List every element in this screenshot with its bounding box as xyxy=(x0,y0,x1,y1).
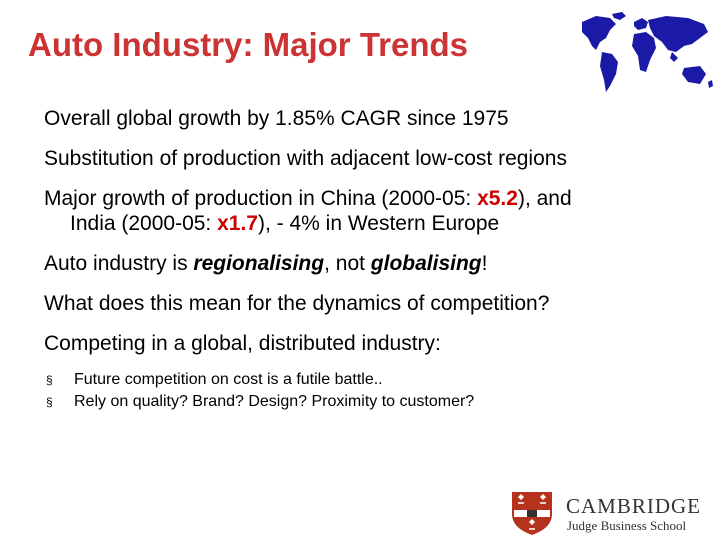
logo-subtitle: Judge Business School xyxy=(567,518,687,533)
point-china-india-growth: Major growth of production in China (200… xyxy=(44,187,572,235)
point-global-growth: Overall global growth by 1.85% CAGR sinc… xyxy=(44,107,509,130)
sub-bullet-list: § Future competition on cost is a futile … xyxy=(44,369,684,413)
slide-title: Auto Industry: Major Trends xyxy=(28,26,469,63)
sub-point: § Future competition on cost is a futile … xyxy=(44,369,684,391)
cambridge-logo: CAMBRIDGE Judge Business School xyxy=(510,490,720,536)
square-bullet-icon: § xyxy=(46,373,53,387)
cambridge-crest-icon xyxy=(512,492,552,535)
logo-name: CAMBRIDGE xyxy=(566,494,702,518)
world-map-icon xyxy=(582,12,713,92)
point-substitution: Substitution of production with adjacent… xyxy=(44,147,567,170)
point-regionalising: Auto industry is regionalising, not glob… xyxy=(44,252,488,275)
bullet-list: Overall global growth by 1.85% CAGR sinc… xyxy=(44,106,684,413)
sub-point: § Rely on quality? Brand? Design? Proximi… xyxy=(44,391,684,413)
india-multiplier: x1.7 xyxy=(217,212,258,235)
point-competing: Competing in a global, distributed indus… xyxy=(44,332,441,355)
point-competition-question: What does this mean for the dynamics of … xyxy=(44,292,550,315)
china-multiplier: x5.2 xyxy=(477,187,518,210)
square-bullet-icon: § xyxy=(46,395,53,409)
